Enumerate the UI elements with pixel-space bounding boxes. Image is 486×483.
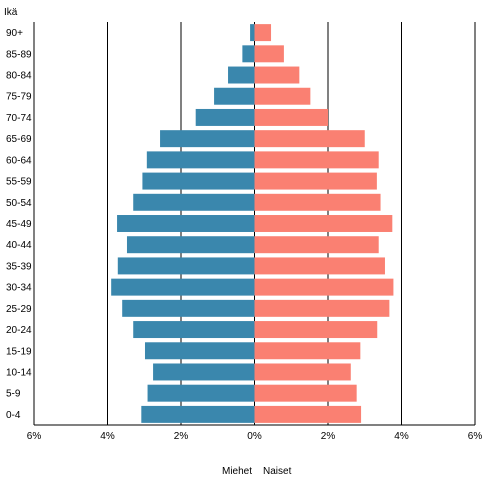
bar-miehet-5-9 bbox=[147, 384, 255, 402]
bar-naiset-10-14 bbox=[254, 363, 351, 381]
bar-miehet-55-59 bbox=[142, 172, 255, 190]
bar-miehet-85-89 bbox=[242, 45, 255, 63]
category-label: 55-59 bbox=[6, 177, 32, 188]
category-label: 45-49 bbox=[6, 219, 32, 230]
bar-naiset-15-19 bbox=[254, 342, 361, 360]
bar-naiset-20-24 bbox=[254, 321, 378, 339]
bar-miehet-70-74 bbox=[195, 108, 255, 126]
bar-miehet-30-34 bbox=[111, 278, 255, 296]
bar-miehet-45-49 bbox=[117, 215, 255, 232]
bar-naiset-45-49 bbox=[254, 215, 393, 232]
category-label: 75-79 bbox=[6, 92, 32, 103]
bar-naiset-80-84 bbox=[254, 66, 300, 84]
x-tick-label: 4% bbox=[100, 431, 115, 442]
bar-naiset-60-64 bbox=[254, 151, 379, 169]
legend-label-miehet: Miehet bbox=[222, 466, 252, 477]
category-label: 80-84 bbox=[6, 71, 32, 82]
bar-naiset-0-4 bbox=[254, 405, 362, 423]
category-labels: 0-4 5-9 10-14 15-19 20-24 25-29 30-34 35-39 40-4… bbox=[6, 28, 32, 421]
category-label: 30-34 bbox=[6, 283, 32, 294]
bar-miehet-15-19 bbox=[144, 342, 255, 360]
bar-naiset-35-39 bbox=[254, 257, 385, 275]
bar-miehet-75-79 bbox=[214, 87, 255, 105]
bar-miehet-20-24 bbox=[133, 321, 255, 339]
y-axis-title: Ikä bbox=[4, 7, 18, 18]
bar-naiset-55-59 bbox=[254, 172, 377, 190]
x-tick-label: 0% bbox=[247, 431, 262, 442]
bar-naiset-30-34 bbox=[254, 278, 394, 296]
x-tick-label: 2% bbox=[321, 431, 336, 442]
legend-label-naiset: Naiset bbox=[263, 466, 292, 477]
bar-miehet-35-39 bbox=[117, 257, 255, 275]
category-label: 50-54 bbox=[6, 198, 32, 209]
bar-naiset-90+ bbox=[254, 24, 272, 42]
category-label: 35-39 bbox=[6, 261, 32, 272]
bar-miehet-25-29 bbox=[122, 299, 255, 317]
category-label: 25-29 bbox=[6, 304, 32, 315]
bar-miehet-10-14 bbox=[153, 363, 255, 381]
x-tick-label: 2% bbox=[174, 431, 189, 442]
category-label: 10-14 bbox=[6, 367, 32, 378]
bars bbox=[111, 24, 394, 423]
bar-naiset-25-29 bbox=[254, 299, 390, 317]
category-label: 85-89 bbox=[6, 49, 32, 60]
x-tick-label: 4% bbox=[394, 431, 409, 442]
x-tick-labels: 6% 4% 2% 0% 2% 4% 6% bbox=[27, 431, 483, 442]
bar-naiset-85-89 bbox=[254, 45, 284, 63]
bar-miehet-80-84 bbox=[228, 66, 255, 84]
bar-miehet-60-64 bbox=[146, 151, 255, 169]
bar-miehet-90+ bbox=[250, 24, 255, 42]
x-tick-label: 6% bbox=[27, 431, 42, 442]
x-tick-label: 6% bbox=[468, 431, 483, 442]
bar-naiset-40-44 bbox=[254, 236, 379, 254]
category-label: 40-44 bbox=[6, 240, 32, 251]
bar-miehet-0-4 bbox=[141, 405, 255, 423]
category-label: 90+ bbox=[6, 28, 23, 39]
bar-naiset-50-54 bbox=[254, 193, 381, 211]
bar-naiset-5-9 bbox=[254, 384, 357, 402]
bar-miehet-65-69 bbox=[160, 130, 255, 148]
bar-miehet-50-54 bbox=[133, 193, 255, 211]
category-label: 15-19 bbox=[6, 346, 32, 357]
bar-naiset-65-69 bbox=[254, 130, 365, 148]
bar-miehet-40-44 bbox=[126, 236, 255, 254]
category-label: 70-74 bbox=[6, 113, 32, 124]
bar-naiset-70-74 bbox=[254, 108, 328, 126]
category-label: 60-64 bbox=[6, 155, 32, 166]
category-label: 0-4 bbox=[6, 410, 21, 421]
category-label: 20-24 bbox=[6, 325, 32, 336]
bar-naiset-75-79 bbox=[254, 87, 311, 105]
category-label: 65-69 bbox=[6, 134, 32, 145]
category-label: 5-9 bbox=[6, 389, 21, 400]
